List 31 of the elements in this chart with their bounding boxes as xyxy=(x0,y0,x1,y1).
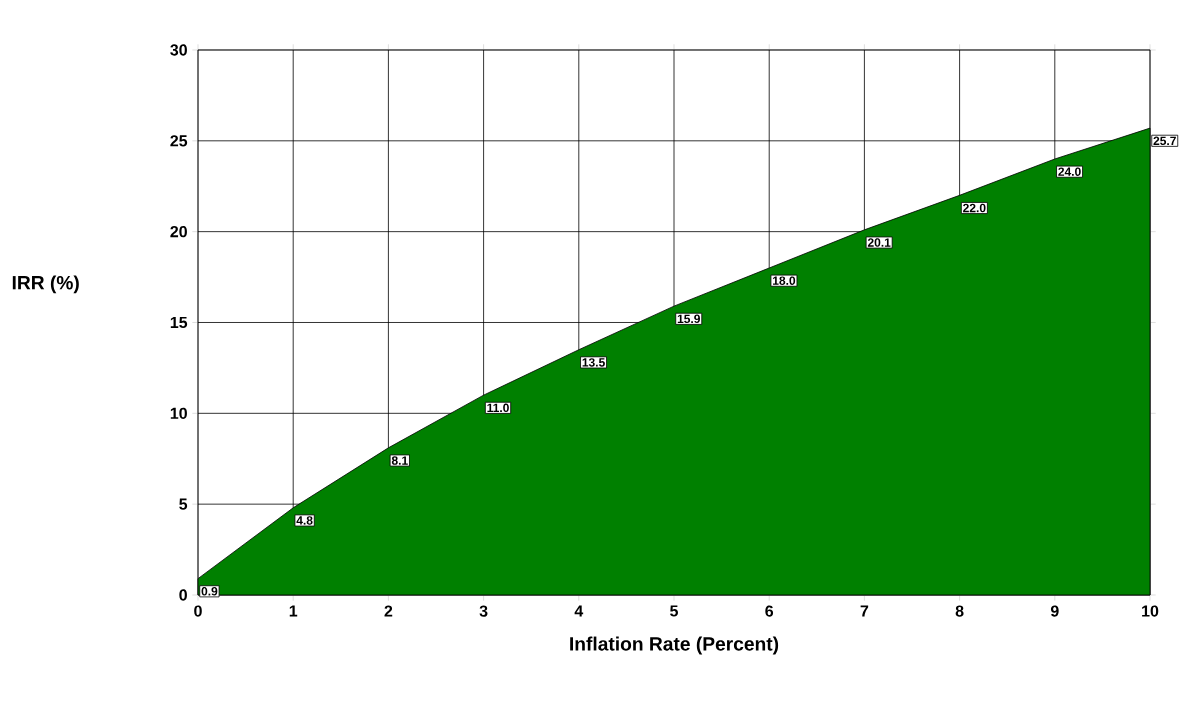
x-tick-label: 5 xyxy=(670,605,678,617)
x-tick-label: 8 xyxy=(955,605,964,617)
data-label: 20.1 xyxy=(867,238,891,247)
data-label: 11.0 xyxy=(487,403,509,413)
data-label: 8.1 xyxy=(391,456,408,465)
data-label: 18.0 xyxy=(773,276,796,285)
y-tick-label: 20 xyxy=(170,226,187,238)
y-tick-label: 0 xyxy=(179,589,187,601)
x-tick-label: 4 xyxy=(574,605,584,617)
x-tick-label: 3 xyxy=(479,605,488,617)
x-tick-label: 9 xyxy=(1050,605,1059,617)
x-axis-title: Inflation Rate (Percent) xyxy=(570,636,779,655)
data-label: 4.8 xyxy=(296,516,313,525)
y-tick-label: 30 xyxy=(170,44,187,56)
y-tick-label: 10 xyxy=(170,407,187,419)
data-label: 0.9 xyxy=(201,587,218,596)
data-label: 15.9 xyxy=(677,314,700,324)
y-axis-title: IRR (%) xyxy=(12,275,79,294)
x-tick-label: 2 xyxy=(384,605,393,617)
x-tick-label: 10 xyxy=(1142,605,1159,617)
data-label: 24.0 xyxy=(1058,167,1081,176)
data-label: 22.0 xyxy=(963,203,986,213)
data-label: 13.5 xyxy=(582,358,605,367)
y-tick-label: 5 xyxy=(179,498,188,510)
data-label: 25.7 xyxy=(1153,136,1176,146)
x-tick-label: 0 xyxy=(194,605,202,617)
y-tick-label: 15 xyxy=(170,316,188,329)
y-tick-label: 25 xyxy=(170,135,188,147)
x-tick-label: 7 xyxy=(860,605,869,617)
x-tick-label: 6 xyxy=(765,605,774,617)
x-tick-label: 1 xyxy=(289,605,298,617)
